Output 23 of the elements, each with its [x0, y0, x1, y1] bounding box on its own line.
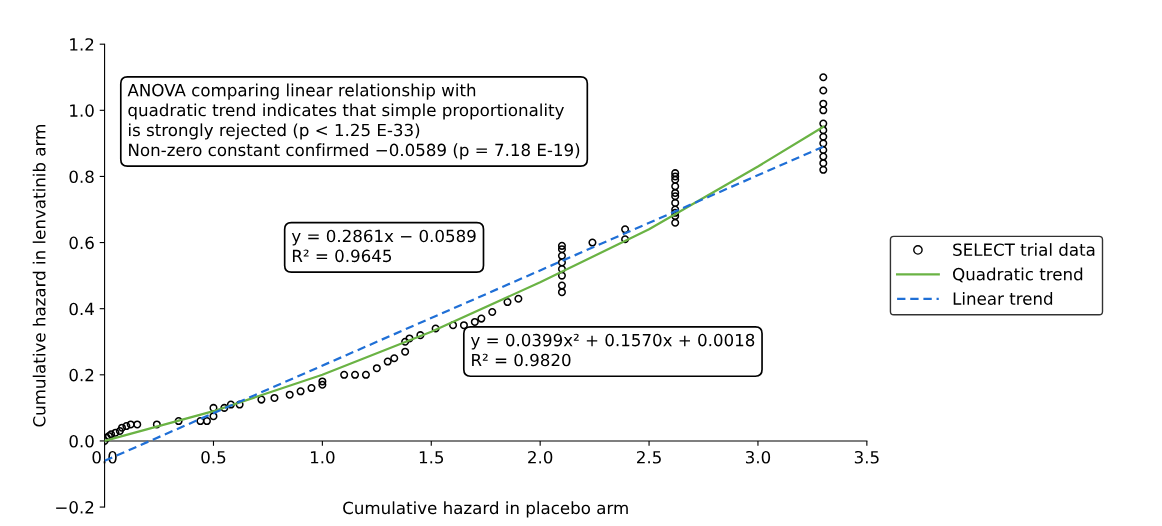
y-tick-label: 0.4	[69, 302, 94, 316]
legend-label: Quadratic trend	[953, 267, 1083, 283]
y-tick-label: 0.2	[69, 368, 94, 382]
x-tick-label: 1.5	[419, 451, 444, 464]
y-tick-label: 1.0	[70, 104, 94, 117]
x-axis-title: Cumulative hazard in placebo arm	[343, 501, 628, 518]
y-tick-label: 0.0	[69, 434, 94, 448]
x-tick-label: 1.0	[310, 450, 335, 464]
x-tick-label: 2.5	[637, 450, 661, 464]
annotation: ANOVA comparing linear relationship with quadratic trend indicates that simple proportionality is strongly rejected (p < 1.25 E-33) Non-zero constant confirmed −0.0589 (p = 7.18 E-19)	[127, 83, 580, 160]
y-tick-label: 0.6	[69, 236, 94, 250]
x-tick-label: 3.0	[745, 450, 771, 464]
y-axis-title: Cumulative hazard in lenvatinib arm	[32, 125, 46, 427]
x-tick-label: 0.5	[201, 450, 226, 464]
annotation: y = 0.0399x² + 0.1570x + 0.0018 R² = 0.9820	[470, 333, 755, 367]
legend-label: SELECT trial data	[953, 243, 1095, 256]
legend-label: Linear trend	[953, 292, 1053, 305]
x-tick-label: 2.0	[528, 450, 553, 464]
y-tick-label: −0.2	[56, 501, 94, 514]
annotation: y = 0.2861x − 0.0589 R² = 0.9645	[291, 229, 476, 263]
y-tick-label: 0.8	[69, 170, 94, 183]
x-tick-label: 3.5	[854, 450, 879, 464]
y-tick-label: 1.2	[70, 38, 94, 51]
